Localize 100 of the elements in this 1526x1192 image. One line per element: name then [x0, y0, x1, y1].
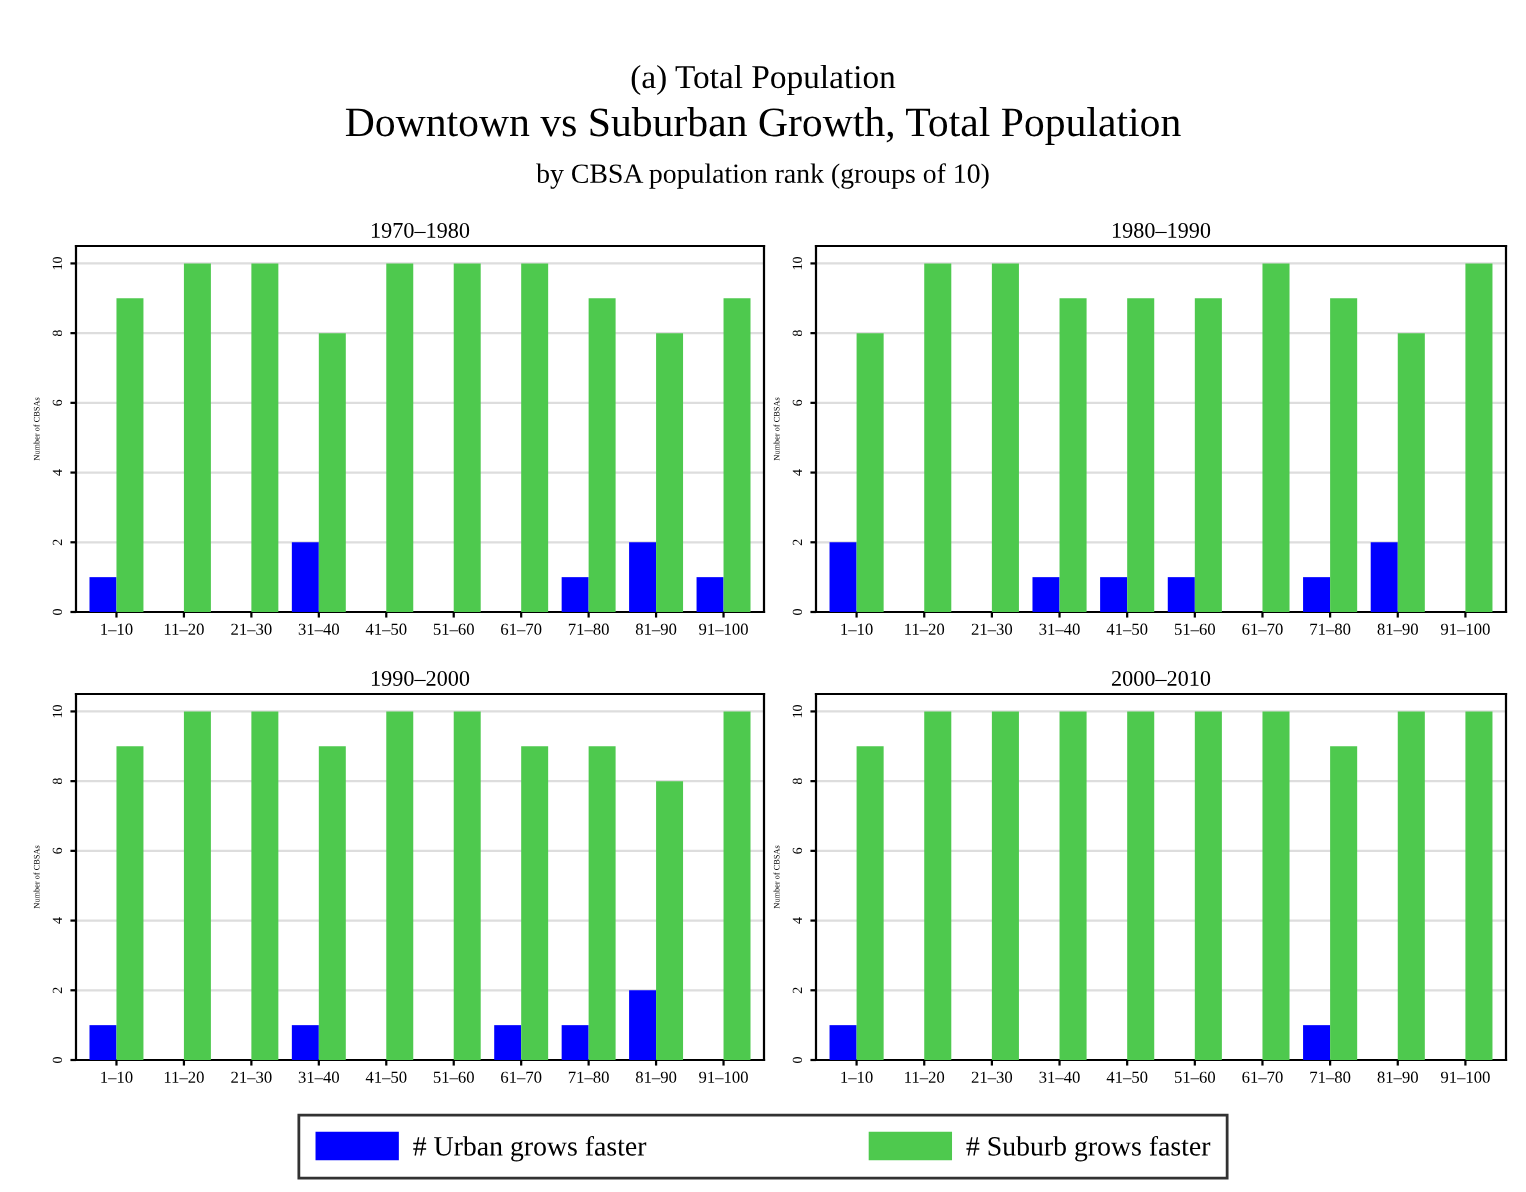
bar [318, 746, 346, 1060]
x-tick-label: 61–70 [501, 623, 542, 635]
bar [1059, 711, 1087, 1060]
chart-title: 1990–2000 [371, 670, 470, 686]
bar [521, 746, 549, 1060]
x-tick-label: 31–40 [1039, 623, 1080, 635]
bar [588, 746, 616, 1060]
bar [1330, 298, 1358, 612]
x-tick-label: 71–80 [1310, 623, 1351, 635]
bar [1397, 333, 1425, 612]
bar [494, 1025, 522, 1060]
x-tick-label: 21–30 [231, 1071, 272, 1083]
bar [521, 263, 549, 612]
chart-title: 1980–1990 [1112, 222, 1211, 238]
x-tick-label: 11–20 [164, 623, 204, 635]
x-tick-label: 21–30 [231, 623, 272, 635]
x-tick-label: 71–80 [568, 1071, 609, 1083]
bar [89, 577, 117, 612]
chart-title: 2000–2010 [1111, 670, 1211, 686]
chart-title: 1970–1980 [371, 222, 470, 238]
bar [723, 298, 751, 612]
x-tick-label: 61–70 [1242, 623, 1283, 635]
bar [829, 542, 857, 612]
x-tick-label: 81–90 [635, 623, 677, 635]
bar [116, 298, 144, 612]
bar [1370, 542, 1398, 612]
bar [856, 333, 884, 612]
x-tick-label: 81–90 [635, 1071, 677, 1083]
bar [588, 298, 616, 612]
x-tick-label: 41–50 [365, 623, 407, 635]
x-tick-label: 71–80 [568, 623, 609, 635]
x-tick-label: 21–30 [971, 623, 1013, 635]
bar [1397, 711, 1425, 1060]
bar [386, 711, 414, 1060]
bar [1167, 577, 1195, 612]
bar [183, 711, 211, 1060]
bar [318, 333, 346, 612]
x-tick-label: 1–10 [101, 1071, 133, 1083]
bar [251, 711, 279, 1060]
bar [291, 542, 319, 612]
bar [1262, 711, 1290, 1060]
x-tick-label: 91–100 [699, 623, 748, 635]
x-tick-label: 31–40 [298, 623, 340, 635]
bar [856, 746, 884, 1060]
bar [1100, 577, 1128, 612]
bar [656, 333, 684, 612]
bar [656, 781, 684, 1060]
bar [561, 1025, 589, 1060]
text: Downtown vs Suburban Growth, Total Population [345, 107, 1181, 145]
bar [89, 1025, 117, 1060]
x-tick-label: 11–20 [905, 1071, 945, 1083]
bar [696, 577, 724, 612]
x-tick-label: 11–20 [164, 1071, 204, 1083]
bar [116, 746, 144, 1060]
bar [386, 263, 414, 612]
bar [1303, 1025, 1331, 1060]
bar [1194, 711, 1222, 1060]
bar [1032, 577, 1060, 612]
x-tick-label: 91–100 [1440, 1071, 1490, 1083]
bar [829, 1025, 857, 1060]
x-tick-label: 51–60 [433, 1071, 474, 1083]
x-tick-label: 1–10 [101, 623, 133, 635]
x-tick-label: 81–90 [1377, 1071, 1418, 1083]
x-tick-label: 1–10 [841, 1071, 873, 1083]
bar [453, 711, 481, 1060]
bar [991, 263, 1019, 612]
x-tick-label: 51–60 [1174, 623, 1216, 635]
x-tick-label: 41–50 [1106, 1071, 1148, 1083]
bar [1127, 711, 1155, 1060]
x-tick-label: 21–30 [971, 1071, 1013, 1083]
bar [723, 711, 751, 1060]
bar [183, 263, 211, 612]
bar [924, 711, 952, 1060]
bar [561, 577, 589, 612]
bar [629, 990, 657, 1060]
text: (a) Total Population [631, 64, 896, 96]
x-tick-label: 51–60 [1174, 1071, 1216, 1083]
bar [924, 263, 952, 612]
x-tick-label: 41–50 [1106, 623, 1148, 635]
bar [1465, 711, 1493, 1060]
bar [629, 542, 657, 612]
x-tick-label: 61–70 [501, 1071, 542, 1083]
x-tick-label: 31–40 [1039, 1071, 1080, 1083]
bar [291, 1025, 319, 1060]
x-tick-label: 91–100 [1440, 623, 1490, 635]
x-tick-label: 61–70 [1242, 1071, 1283, 1083]
x-tick-label: 91–100 [699, 1071, 748, 1083]
x-tick-label: 71–80 [1310, 1071, 1351, 1083]
x-tick-label: 81–90 [1377, 623, 1418, 635]
bar [1194, 298, 1222, 612]
x-tick-label: 41–50 [365, 1071, 407, 1083]
x-tick-label: 1–10 [841, 623, 873, 635]
bar [1330, 746, 1358, 1060]
x-tick-label: 31–40 [298, 1071, 340, 1083]
bar [1303, 577, 1331, 612]
x-tick-label: 51–60 [433, 623, 474, 635]
legend-label: # Suburb grows faster [966, 1135, 1211, 1162]
bar [1465, 263, 1493, 612]
text: by CBSA population rank (groups of 10) [536, 163, 989, 189]
x-tick-label: 11–20 [905, 623, 945, 635]
